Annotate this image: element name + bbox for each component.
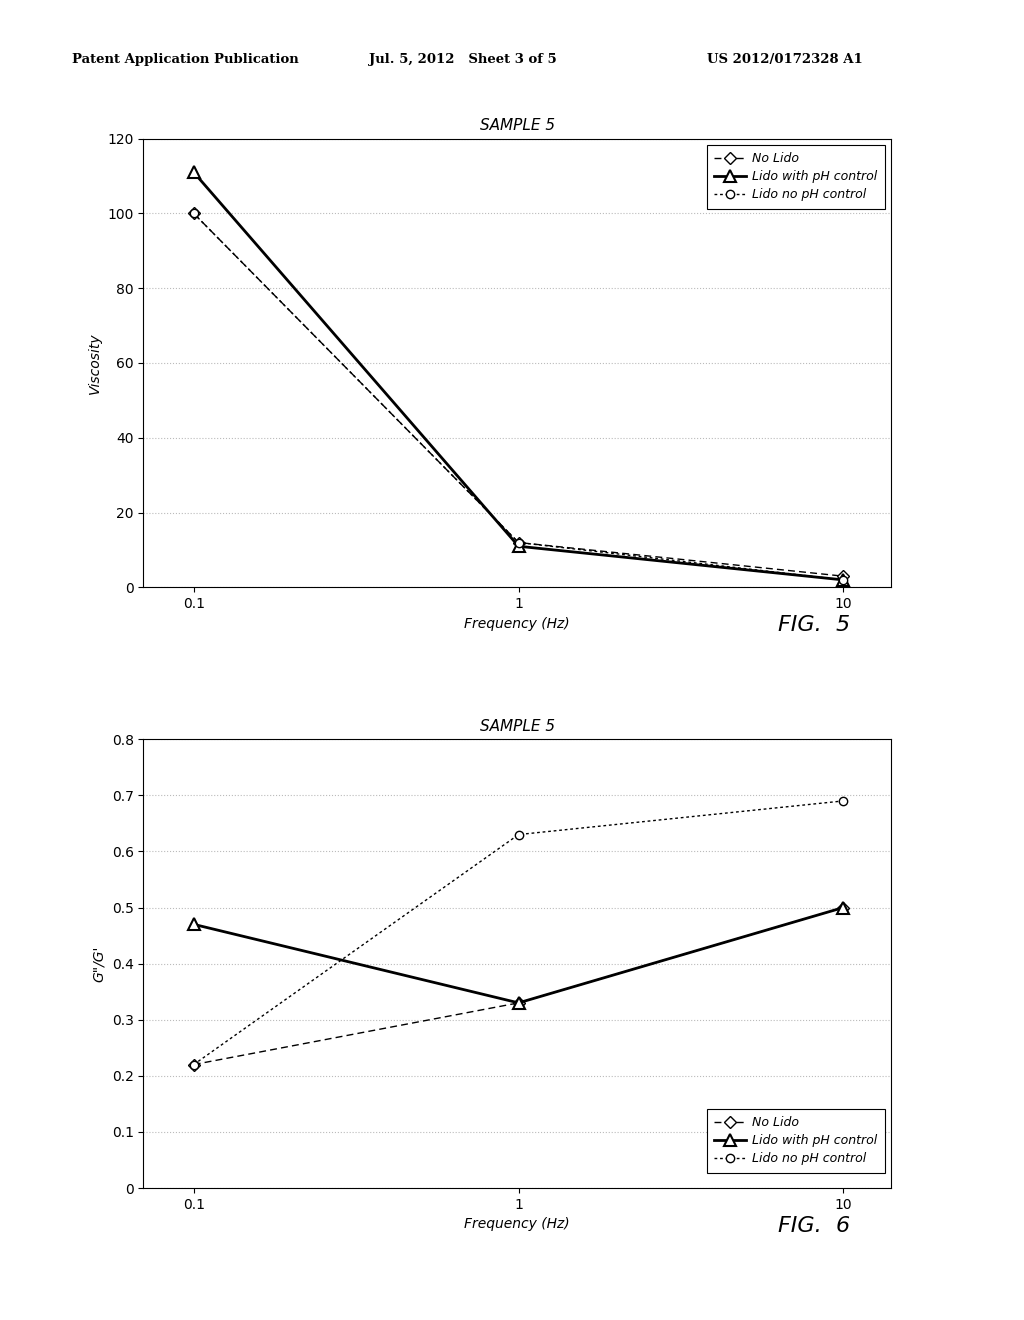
Text: US 2012/0172328 A1: US 2012/0172328 A1 xyxy=(707,53,862,66)
Y-axis label: G"/G': G"/G' xyxy=(92,945,106,982)
Text: Jul. 5, 2012   Sheet 3 of 5: Jul. 5, 2012 Sheet 3 of 5 xyxy=(369,53,556,66)
Text: Patent Application Publication: Patent Application Publication xyxy=(72,53,298,66)
X-axis label: Frequency (Hz): Frequency (Hz) xyxy=(464,1217,570,1232)
Title: SAMPLE 5: SAMPLE 5 xyxy=(479,719,555,734)
X-axis label: Frequency (Hz): Frequency (Hz) xyxy=(464,616,570,631)
Legend: No Lido, Lido with pH control, Lido no pH control: No Lido, Lido with pH control, Lido no p… xyxy=(707,1109,885,1172)
Title: SAMPLE 5: SAMPLE 5 xyxy=(479,119,555,133)
Legend: No Lido, Lido with pH control, Lido no pH control: No Lido, Lido with pH control, Lido no p… xyxy=(707,145,885,209)
Y-axis label: Viscosity: Viscosity xyxy=(88,333,101,393)
Text: FIG.  6: FIG. 6 xyxy=(778,1216,850,1236)
Text: FIG.  5: FIG. 5 xyxy=(778,615,850,635)
